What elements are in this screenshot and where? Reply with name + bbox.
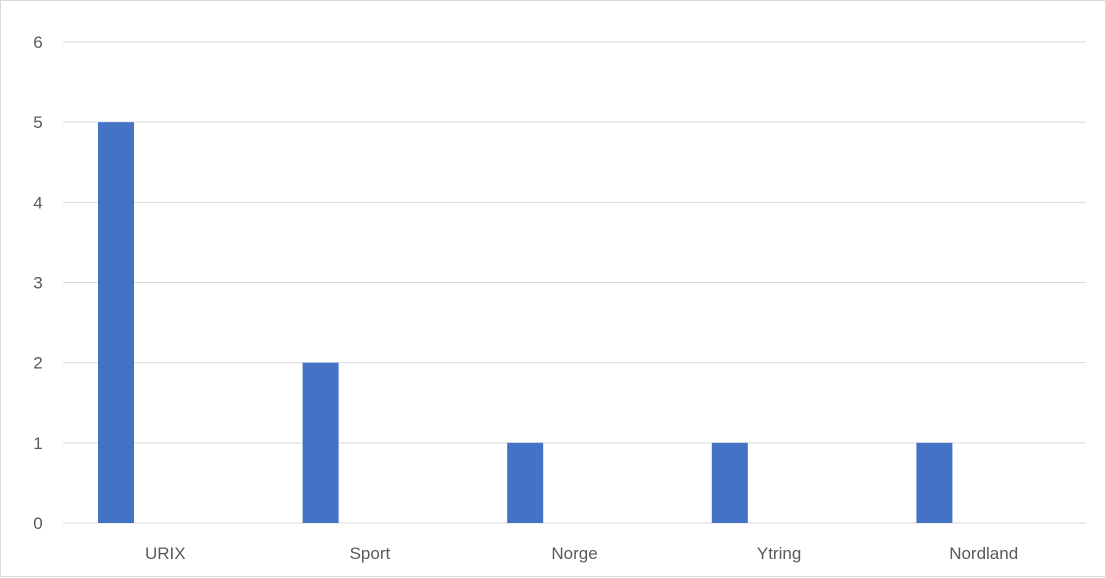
y-tick-label: 0 — [33, 514, 42, 533]
bar-ytring — [711, 442, 748, 523]
x-axis-category-labels: URIX Sport Norge Ytring Nordland — [145, 544, 1018, 563]
bars — [98, 122, 953, 524]
gridlines — [63, 41, 1086, 524]
category-label-nordland: Nordland — [949, 544, 1018, 563]
y-tick-label: 5 — [33, 113, 42, 132]
y-axis-tick-labels: 0 1 2 3 4 5 6 — [33, 33, 42, 533]
y-tick-label: 1 — [33, 434, 42, 453]
bar-sport — [302, 362, 339, 523]
category-label-urix: URIX — [145, 544, 186, 563]
bar-urix — [98, 122, 134, 524]
y-tick-label: 2 — [33, 354, 42, 373]
y-tick-label: 3 — [33, 274, 42, 293]
bar-nordland — [916, 442, 953, 523]
bar-norge — [507, 442, 544, 523]
y-tick-label: 4 — [33, 193, 42, 212]
category-label-norge: Norge — [551, 544, 597, 563]
y-tick-label: 6 — [33, 33, 42, 52]
category-label-sport: Sport — [350, 544, 391, 563]
category-label-ytring: Ytring — [757, 544, 801, 563]
